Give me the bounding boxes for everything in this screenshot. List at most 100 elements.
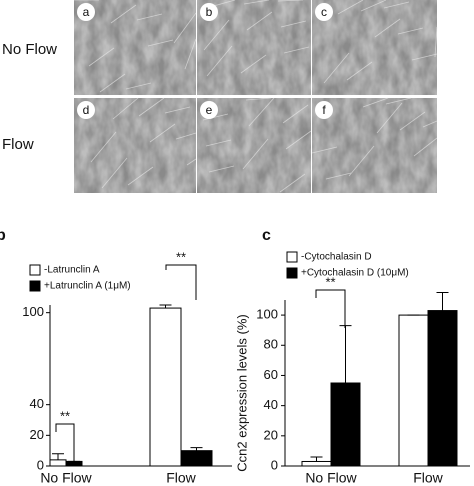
fiber — [397, 27, 424, 35]
y-tick-label: 40 — [30, 396, 44, 411]
micrograph-texture — [74, 0, 196, 95]
fiber — [90, 131, 117, 163]
panel-label: e — [206, 103, 213, 117]
legend-label: -Cytochalasin D — [301, 252, 372, 263]
x-tick-label: No Flow — [305, 470, 357, 486]
fiber — [285, 130, 312, 150]
legend-swatch — [29, 264, 41, 276]
x-tick-label: Flow — [413, 470, 443, 486]
legend-label: +Cytochalasin D (10μM) — [301, 268, 409, 279]
y-tick-label: 0 — [37, 457, 44, 472]
fiber — [360, 0, 387, 12]
fiber — [240, 54, 267, 74]
fiber — [136, 13, 163, 21]
fiber — [164, 106, 191, 114]
fiber — [246, 11, 273, 31]
error-bar — [310, 456, 323, 462]
bar — [330, 382, 361, 467]
bar — [49, 459, 67, 467]
fiber — [434, 26, 438, 58]
row-label: No Flow — [2, 41, 57, 58]
fiber — [248, 97, 275, 127]
micrograph-texture — [312, 0, 437, 95]
y-tick-label: 60 — [264, 367, 278, 382]
fiber — [245, 97, 272, 101]
y-tick-label: 40 — [264, 397, 278, 412]
significance-bracket — [315, 289, 346, 328]
bar — [149, 307, 182, 467]
error-bar — [190, 447, 203, 451]
x-tick-label: No Flow — [40, 470, 92, 486]
fiber — [184, 38, 197, 70]
y-tick-label: 20 — [30, 427, 44, 442]
fiber — [101, 157, 128, 189]
fiber — [202, 113, 229, 121]
panel-badge — [77, 101, 95, 119]
significance-label: ** — [325, 274, 335, 289]
error-bar — [159, 304, 172, 309]
fiber — [88, 47, 115, 67]
bar — [180, 450, 213, 467]
fiber — [175, 132, 197, 140]
legend-swatch — [286, 251, 298, 263]
panel-badge — [200, 101, 218, 119]
fiber — [206, 45, 233, 77]
significance-bracket — [55, 423, 75, 462]
panel-badge — [200, 3, 218, 21]
fiber — [277, 0, 304, 2]
micrograph-grid: a b c d e f — [74, 0, 438, 193]
row-label: Flow — [2, 136, 34, 153]
error-bar — [339, 325, 352, 383]
fiber — [205, 139, 232, 147]
fiber — [385, 97, 412, 105]
fiber — [283, 46, 310, 54]
fiber — [383, 1, 410, 9]
fiber — [362, 97, 389, 108]
y-tick-label: 100 — [22, 304, 44, 319]
legend-label: +Latrunclin A (1μM) — [44, 281, 131, 292]
y-tick-label: 20 — [264, 427, 278, 442]
x-tick-label: Flow — [166, 470, 196, 486]
significance-label: ** — [176, 249, 186, 264]
error-bar — [52, 453, 64, 460]
fiber — [280, 20, 307, 28]
panel-title: c — [262, 227, 271, 244]
fiber — [411, 53, 438, 61]
fiber — [399, 111, 426, 131]
fiber — [348, 145, 375, 177]
fiber — [376, 102, 403, 134]
fiber — [374, 18, 401, 38]
fiber — [279, 173, 306, 193]
legend-swatch — [29, 280, 41, 292]
fiber — [323, 52, 350, 84]
y-tick-label: 100 — [256, 307, 278, 322]
fiber — [311, 146, 338, 154]
bar — [427, 310, 458, 467]
panel-badge — [77, 3, 95, 21]
micrograph-texture — [74, 98, 196, 193]
fiber — [147, 39, 174, 47]
fiber — [173, 12, 197, 44]
fiber — [422, 120, 438, 128]
fiber — [413, 137, 438, 157]
fiber — [208, 165, 235, 173]
fiber — [127, 166, 154, 186]
panel-label: c — [321, 5, 327, 19]
fiber — [125, 82, 152, 90]
error-bar — [436, 291, 449, 311]
panel-title: b — [0, 227, 6, 244]
fiber — [186, 158, 197, 166]
bar — [65, 460, 83, 467]
fiber — [99, 73, 126, 93]
fiber — [325, 172, 352, 180]
y-tick-label: 80 — [264, 337, 278, 352]
panel-badge — [315, 101, 333, 119]
y-tick-label: 0 — [271, 457, 278, 472]
fiber — [282, 104, 309, 124]
fiber — [346, 61, 373, 81]
panel-label: b — [206, 5, 213, 19]
panel-badge — [315, 3, 333, 21]
fiber — [243, 0, 270, 5]
significance-label: ** — [60, 408, 70, 423]
legend-swatch — [286, 267, 298, 279]
